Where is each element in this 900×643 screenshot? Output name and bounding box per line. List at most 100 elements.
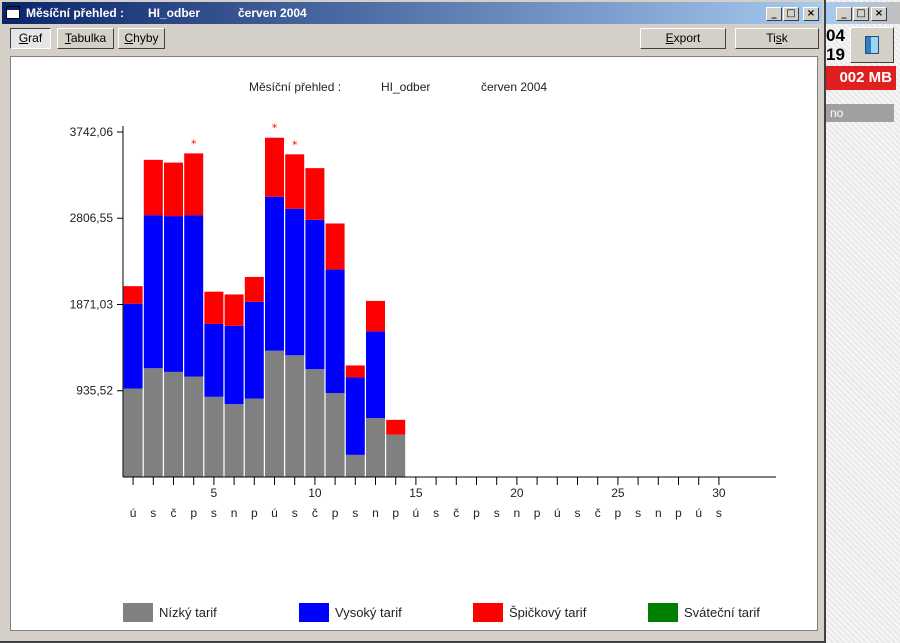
chart-bar-segment bbox=[244, 276, 264, 302]
day-letter: ú bbox=[554, 506, 561, 520]
day-letter: ú bbox=[413, 506, 420, 520]
minimize-button[interactable]: _ bbox=[766, 7, 782, 21]
legend-swatch bbox=[299, 603, 329, 622]
tab-graf-rest: raf bbox=[28, 31, 43, 45]
chart-bar-segment bbox=[204, 323, 224, 397]
book-icon bbox=[865, 36, 879, 54]
day-letter: ú bbox=[271, 506, 278, 520]
memory-badge: 002 MB bbox=[826, 66, 896, 90]
legend-swatch bbox=[473, 603, 503, 622]
monthly-chart: Měsíční přehled : HI_odber červen 2004 * * * 3… bbox=[70, 80, 776, 520]
day-letter: s bbox=[150, 506, 156, 520]
chart-bar-segment bbox=[305, 168, 325, 220]
chart-bar-segment bbox=[265, 196, 284, 351]
window-title-label: Měsíční přehled : bbox=[26, 6, 125, 20]
day-letter: s bbox=[716, 506, 722, 520]
chart-bar-segment bbox=[305, 369, 325, 477]
chart-bar-segment bbox=[285, 154, 305, 209]
day-letter: s bbox=[211, 506, 217, 520]
legend-label: Vysoký tarif bbox=[335, 605, 402, 620]
chart-title-part: Měsíční přehled : bbox=[249, 80, 341, 94]
chart-bar-segment bbox=[386, 419, 406, 435]
legend-swatch bbox=[648, 603, 678, 622]
x-tick-label: 20 bbox=[510, 486, 524, 500]
chart-title-part: červen 2004 bbox=[481, 80, 547, 94]
maximize-button[interactable]: □ bbox=[783, 7, 799, 21]
export-rest: xport bbox=[673, 31, 701, 45]
chart-title-part: HI_odber bbox=[381, 80, 430, 94]
legend-label: Sváteční tarif bbox=[684, 605, 760, 620]
chart-bar-segment bbox=[265, 137, 284, 197]
x-tick-label: 25 bbox=[611, 486, 625, 500]
day-letter: n bbox=[514, 506, 521, 520]
x-tick-label: 10 bbox=[308, 486, 322, 500]
side-maximize-button[interactable]: □ bbox=[853, 7, 869, 21]
chart-bar-segment bbox=[244, 398, 264, 477]
chart-marker: * bbox=[272, 122, 278, 135]
day-letter: p bbox=[332, 506, 339, 520]
legend-label: Nízký tarif bbox=[159, 605, 217, 620]
export-button[interactable]: Export bbox=[640, 28, 726, 49]
tab-tabulka-rest: abulka bbox=[70, 31, 107, 45]
day-letter: p bbox=[392, 506, 399, 520]
chart-bar-segment bbox=[184, 215, 204, 377]
tab-tabulka-accel: T bbox=[64, 31, 71, 45]
chart-bar-segment bbox=[325, 223, 345, 270]
y-tick-label: 1871,03 bbox=[70, 298, 114, 312]
y-tick-label: 935,52 bbox=[76, 384, 113, 398]
side-window: _ □ × 04 19 002 MB no bbox=[826, 0, 900, 124]
chart-bar-segment bbox=[224, 325, 244, 405]
chart-bar-segment bbox=[244, 301, 264, 399]
chart-bar-segment bbox=[123, 388, 143, 477]
side-app-button[interactable] bbox=[850, 27, 894, 63]
chart-bar-segment bbox=[204, 396, 224, 477]
side-digits: 04 19 bbox=[826, 26, 846, 64]
x-tick-label: 15 bbox=[409, 486, 423, 500]
print-button[interactable]: Tisk bbox=[735, 28, 819, 49]
print-rest: k bbox=[781, 31, 788, 45]
legend-swatch bbox=[123, 603, 153, 622]
window-titlebar: Měsíční přehled : HI_odber červen 2004 _… bbox=[2, 2, 822, 24]
chart-bar-segment bbox=[345, 377, 365, 455]
chart-bar-segment bbox=[184, 153, 204, 216]
day-letter: s bbox=[635, 506, 641, 520]
chart-bar-segment bbox=[366, 300, 385, 332]
tab-graf[interactable]: Graf bbox=[10, 28, 51, 49]
day-letter: p bbox=[675, 506, 682, 520]
day-letter: ú bbox=[130, 506, 137, 520]
chart-marker: * bbox=[191, 137, 197, 150]
day-letter: n bbox=[231, 506, 238, 520]
day-letter: s bbox=[433, 506, 439, 520]
day-letter: p bbox=[615, 506, 622, 520]
side-digits-bottom: 19 bbox=[826, 45, 845, 64]
chart-bar-segment bbox=[386, 434, 406, 477]
side-minimize-button[interactable]: _ bbox=[836, 7, 852, 21]
tab-chyby-rest: hyby bbox=[133, 31, 159, 45]
day-letter: p bbox=[190, 506, 197, 520]
day-letter: s bbox=[352, 506, 358, 520]
tab-chyby[interactable]: Chyby bbox=[118, 28, 165, 49]
tab-chyby-accel: C bbox=[124, 31, 134, 45]
chart-bar-segment bbox=[224, 404, 244, 477]
chart-bar-segment bbox=[305, 219, 325, 370]
chart-bar-segment bbox=[345, 365, 365, 378]
legend-label: Špičkový tarif bbox=[509, 605, 587, 620]
chart-bar-segment bbox=[285, 208, 305, 356]
chart-bar-segment bbox=[204, 291, 224, 324]
chart-bar-segment bbox=[285, 355, 305, 477]
day-letter: p bbox=[473, 506, 480, 520]
side-window-titlebar: _ □ × bbox=[826, 2, 900, 24]
day-letter: p bbox=[534, 506, 541, 520]
day-letter: p bbox=[251, 506, 258, 520]
chart-bar-segment bbox=[164, 162, 183, 217]
chart-bar-segment bbox=[123, 303, 143, 389]
x-tick-label: 30 bbox=[712, 486, 726, 500]
close-button[interactable]: × bbox=[803, 7, 819, 21]
day-letter: s bbox=[575, 506, 581, 520]
chart-bar-segment bbox=[123, 286, 143, 304]
chart-bar-segment bbox=[224, 294, 244, 326]
chart-bar-segment bbox=[143, 215, 163, 369]
tab-tabulka[interactable]: Tabulka bbox=[57, 28, 114, 49]
side-close-button[interactable]: × bbox=[871, 7, 887, 21]
export-accel: E bbox=[665, 31, 674, 45]
